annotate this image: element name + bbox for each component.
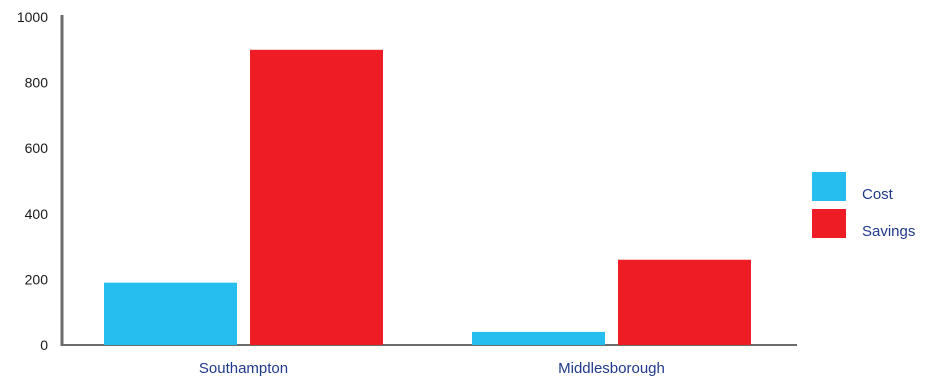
y-tick-label: 1000 xyxy=(17,9,48,25)
y-tick-label: 800 xyxy=(25,75,49,91)
bars xyxy=(104,49,751,346)
category-labels: Southampton Middlesborough xyxy=(199,360,665,377)
legend-swatch-savings xyxy=(812,209,846,238)
bar-cost-middlesborough xyxy=(472,331,605,345)
y-tick-label: 400 xyxy=(25,206,49,222)
legend-label-savings: Savings xyxy=(862,223,915,240)
y-tick-label: 600 xyxy=(25,140,49,156)
x-tick-label: Southampton xyxy=(199,360,288,377)
y-tick-label: 0 xyxy=(40,337,48,353)
x-tick-label: Middlesborough xyxy=(558,360,665,377)
y-tick-label: 200 xyxy=(25,271,49,287)
bar-savings-middlesborough xyxy=(618,259,751,345)
legend: Cost Savings xyxy=(812,172,915,240)
y-axis: 0 200 400 600 800 1000 xyxy=(17,9,64,353)
legend-swatch-cost xyxy=(812,172,846,201)
bar-cost-southampton xyxy=(104,282,237,345)
bar-savings-southampton xyxy=(250,49,383,346)
legend-label-cost: Cost xyxy=(862,186,894,203)
